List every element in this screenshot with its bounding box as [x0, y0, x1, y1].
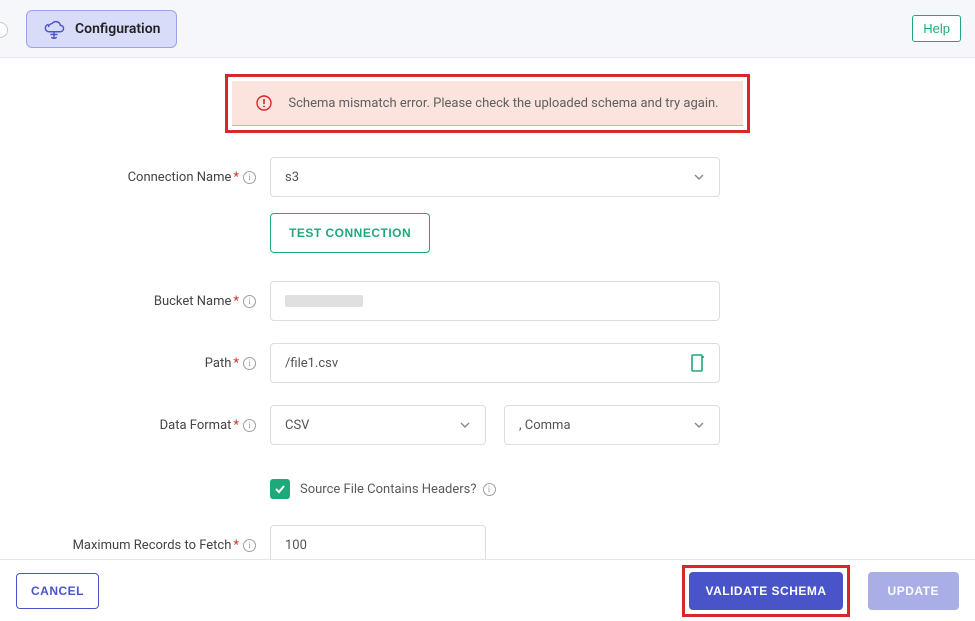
required-asterisk: * [233, 170, 239, 185]
chevron-down-icon [693, 419, 705, 431]
browse-icon[interactable] [691, 354, 705, 372]
bucket-name-redacted [285, 295, 363, 307]
headers-checkbox-label: Source File Contains Headers? [300, 482, 477, 497]
info-icon[interactable]: i [243, 539, 256, 552]
info-icon[interactable]: i [243, 419, 256, 432]
info-icon[interactable]: i [483, 483, 496, 496]
footer-bar: CANCEL VALIDATE SCHEMA UPDATE [0, 559, 975, 621]
step-circle [0, 22, 8, 38]
label-bucket-name: Bucket Name * i [10, 294, 270, 309]
error-icon [256, 95, 272, 111]
connection-name-value: s3 [285, 170, 299, 185]
required-asterisk: * [233, 538, 239, 553]
max-records-value: 100 [285, 538, 307, 553]
chevron-down-icon [693, 171, 705, 183]
cancel-button[interactable]: CANCEL [16, 573, 99, 609]
configuration-label: Configuration [75, 21, 160, 37]
bucket-name-input[interactable] [270, 281, 720, 321]
label-bucket-name-text: Bucket Name [154, 294, 232, 309]
required-asterisk: * [233, 418, 239, 433]
row-bucket-name: Bucket Name * i [10, 281, 965, 321]
footer-right: VALIDATE SCHEMA UPDATE [682, 565, 959, 617]
label-data-format: Data Format * i [10, 418, 270, 433]
path-input[interactable]: /file1.csv [270, 343, 720, 383]
update-button: UPDATE [868, 572, 959, 610]
path-value: /file1.csv [285, 356, 338, 371]
top-bar: Configuration Help [0, 0, 975, 58]
data-format-value: CSV [285, 418, 309, 433]
error-banner: Schema mismatch error. Please check the … [232, 81, 742, 126]
info-icon[interactable]: i [243, 357, 256, 370]
label-connection-name-text: Connection Name [128, 170, 232, 185]
info-icon[interactable]: i [243, 171, 256, 184]
label-max-records-text: Maximum Records to Fetch [73, 538, 232, 553]
help-button[interactable]: Help [912, 15, 961, 42]
required-asterisk: * [233, 356, 239, 371]
info-icon[interactable]: i [243, 295, 256, 308]
cloud-config-icon [43, 19, 65, 39]
error-highlight-box: Schema mismatch error. Please check the … [225, 74, 749, 133]
delimiter-select[interactable]: , Comma [504, 405, 720, 445]
row-connection-name: Connection Name * i s3 [10, 157, 965, 197]
validate-highlight-box: VALIDATE SCHEMA [682, 565, 849, 617]
row-data-format: Data Format * i CSV , Comma [10, 405, 965, 445]
row-headers-checkbox: Source File Contains Headers? i [270, 479, 965, 499]
label-max-records: Maximum Records to Fetch * i [10, 538, 270, 553]
form-panel: Schema mismatch error. Please check the … [0, 58, 975, 565]
error-container: Schema mismatch error. Please check the … [10, 74, 965, 133]
label-connection-name: Connection Name * i [10, 170, 270, 185]
data-format-select[interactable]: CSV [270, 405, 486, 445]
test-connection-button[interactable]: TEST CONNECTION [270, 213, 430, 253]
connection-name-select[interactable]: s3 [270, 157, 720, 197]
row-path: Path * i /file1.csv [10, 343, 965, 383]
label-path: Path * i [10, 356, 270, 371]
configuration-chip[interactable]: Configuration [26, 10, 177, 48]
row-test-connection: TEST CONNECTION [270, 213, 965, 253]
validate-schema-button[interactable]: VALIDATE SCHEMA [689, 572, 842, 610]
error-text: Schema mismatch error. Please check the … [288, 96, 718, 111]
checkmark-icon [274, 483, 286, 495]
chevron-down-icon [459, 419, 471, 431]
label-data-format-text: Data Format [160, 418, 232, 433]
delimiter-value: , Comma [519, 418, 571, 433]
headers-checkbox[interactable] [270, 479, 290, 499]
label-path-text: Path [205, 356, 232, 371]
required-asterisk: * [233, 294, 239, 309]
